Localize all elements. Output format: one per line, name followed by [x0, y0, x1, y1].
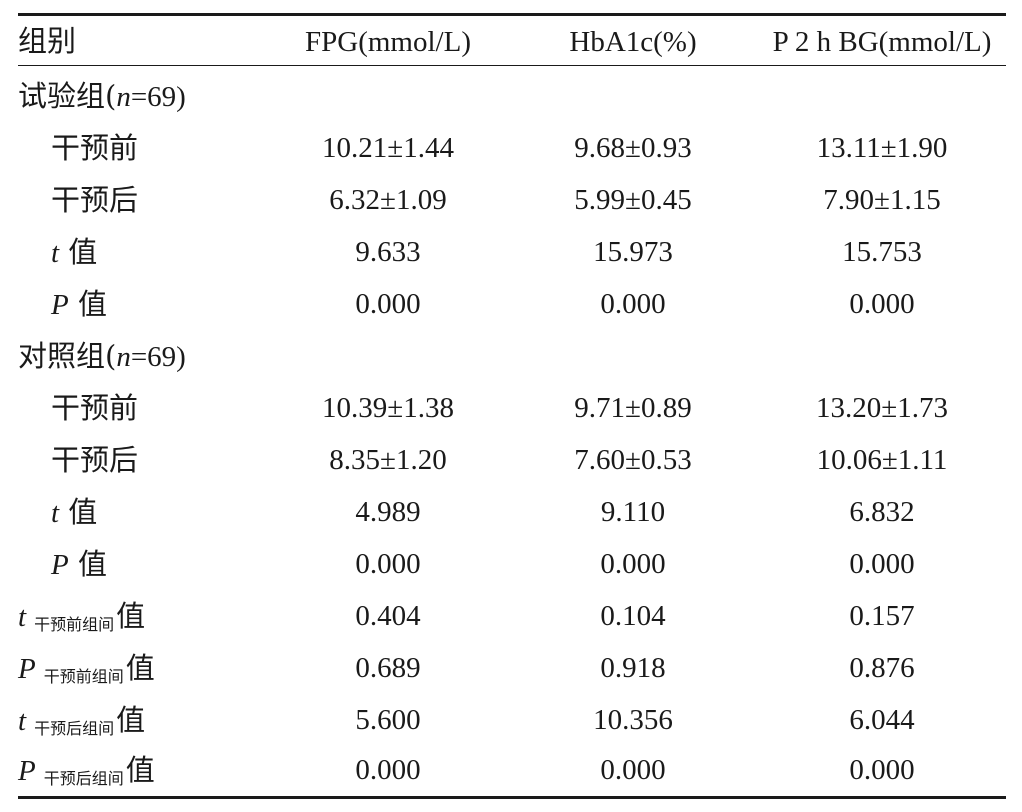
exp-group-title-row: 试验组(n=69): [18, 70, 1006, 122]
cell-hba1c: 5.99±0.45: [574, 184, 692, 216]
cell-hba1c: 9.71±0.89: [574, 392, 692, 424]
cell-p2hbg: 15.753: [842, 236, 922, 268]
cell-fpg: 8.35±1.20: [329, 444, 447, 476]
table-row: P 干预前组间值 0.689 0.918 0.876: [18, 642, 1006, 694]
cell-p2hbg: 6.044: [849, 704, 915, 736]
cell-p2hbg: 13.11±1.90: [816, 132, 948, 164]
cell-fpg: 4.989: [355, 496, 421, 528]
cell-fpg: 10.39±1.38: [322, 392, 454, 424]
cell-hba1c: 0.000: [600, 288, 666, 320]
ctrl-group-title-row: 对照组(n=69): [18, 330, 1006, 382]
row-label: 干预前: [51, 391, 139, 425]
cell-p2hbg: 0.157: [849, 600, 915, 632]
table-row: 干预前 10.39±1.38 9.71±0.89 13.20±1.73: [18, 382, 1006, 434]
cell-p2hbg: 0.000: [849, 754, 915, 786]
table-row: 干预后 8.35±1.20 7.60±0.53 10.06±1.11: [18, 434, 1006, 486]
row-label: t 值: [51, 495, 98, 529]
ctrl-group-label: 对照组(n=69): [18, 339, 186, 373]
cell-p2hbg: 0.000: [849, 548, 915, 580]
table-header-rule: [18, 65, 1006, 66]
cell-hba1c: 0.000: [600, 754, 666, 786]
cell-hba1c: 0.104: [600, 600, 666, 632]
cell-hba1c: 0.000: [600, 548, 666, 580]
row-label: t 干预后组间值: [18, 703, 146, 738]
cell-fpg: 0.000: [355, 548, 421, 580]
table-row: 干预前 10.21±1.44 9.68±0.93 13.11±1.90: [18, 122, 1006, 174]
exp-group-label: 试验组(n=69): [18, 79, 186, 113]
table-row: P 干预后组间值 0.000 0.000 0.000: [18, 744, 1006, 796]
row-label: P 干预前组间值: [18, 651, 155, 686]
cell-p2hbg: 13.20±1.73: [816, 392, 948, 424]
row-label: 干预前: [51, 131, 139, 165]
row-label: t 值: [51, 235, 98, 269]
table-row: t 干预后组间值 5.600 10.356 6.044: [18, 694, 1006, 746]
cell-hba1c: 15.973: [593, 236, 673, 268]
table-top-rule: [18, 13, 1006, 16]
row-label: t 干预前组间值: [18, 599, 146, 634]
row-label: P 值: [51, 287, 107, 321]
cell-hba1c: 7.60±0.53: [574, 444, 692, 476]
cell-fpg: 0.689: [355, 652, 421, 684]
cell-p2hbg: 10.06±1.11: [816, 444, 948, 476]
header-fpg: FPG(mmol/L): [305, 26, 471, 58]
cell-fpg: 9.633: [355, 236, 421, 268]
cell-hba1c: 0.918: [600, 652, 666, 684]
row-label: P 值: [51, 547, 107, 581]
cell-hba1c: 9.110: [600, 496, 666, 528]
cell-fpg: 0.000: [355, 288, 421, 320]
cell-p2hbg: 0.000: [849, 288, 915, 320]
table-header-row: 组别 FPG(mmol/L) HbA1c(%) P 2 h BG(mmol/L): [18, 16, 1006, 68]
cell-hba1c: 9.68±0.93: [574, 132, 692, 164]
table-row: t 值 9.633 15.973 15.753: [18, 226, 1006, 278]
cell-fpg: 5.600: [355, 704, 421, 736]
table-row: P 值 0.000 0.000 0.000: [18, 278, 1006, 330]
cell-p2hbg: 0.876: [849, 652, 915, 684]
cell-p2hbg: 6.832: [849, 496, 915, 528]
header-hba1c: HbA1c(%): [569, 26, 697, 58]
table-bottom-rule: [18, 796, 1006, 799]
cell-hba1c: 10.356: [593, 704, 673, 736]
cell-fpg: 0.404: [355, 600, 421, 632]
cell-fpg: 6.32±1.09: [329, 184, 447, 216]
row-label: 干预后: [51, 443, 139, 477]
header-group: 组别: [18, 26, 77, 58]
row-label: 干预后: [51, 183, 139, 217]
cell-p2hbg: 7.90±1.15: [823, 184, 941, 216]
header-p2hbg: P 2 h BG(mmol/L): [772, 26, 992, 58]
table-row: P 值 0.000 0.000 0.000: [18, 538, 1006, 590]
row-label: P 干预后组间值: [18, 753, 155, 788]
cell-fpg: 10.21±1.44: [322, 132, 454, 164]
table-row: t 干预前组间值 0.404 0.104 0.157: [18, 590, 1006, 642]
table-row: 干预后 6.32±1.09 5.99±0.45 7.90±1.15: [18, 174, 1006, 226]
table-row: t 值 4.989 9.110 6.832: [18, 486, 1006, 538]
cell-fpg: 0.000: [355, 754, 421, 786]
